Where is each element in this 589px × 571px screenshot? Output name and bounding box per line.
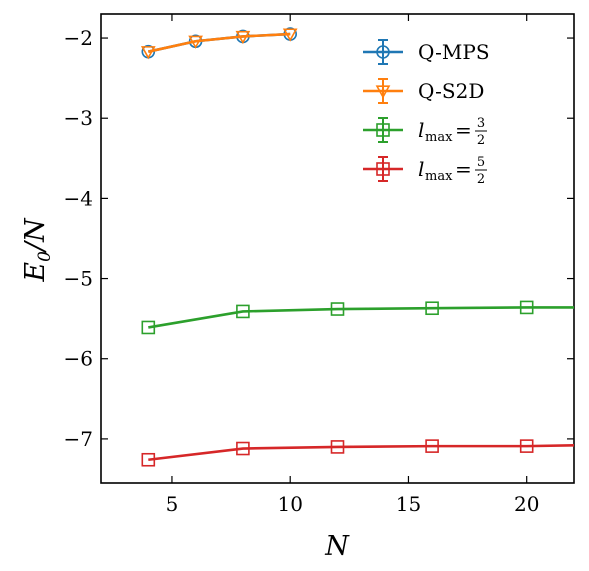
- data-point: [425, 301, 439, 316]
- data-point: [519, 439, 534, 453]
- y-tick-label: −2: [64, 26, 93, 50]
- data-point: [188, 35, 203, 49]
- series-0: [141, 27, 298, 59]
- x-axis-label: N: [324, 531, 350, 562]
- x-tick-label: 20: [514, 492, 539, 516]
- y-tick-label: −3: [64, 106, 93, 130]
- legend-frac-num: 3: [477, 116, 485, 131]
- data-point: [236, 441, 250, 456]
- series-layer: [140, 27, 574, 467]
- series-line: [148, 32, 291, 53]
- data-point: [235, 30, 251, 45]
- legend-label-main: l: [418, 118, 424, 142]
- legend-label-main: l: [418, 157, 424, 181]
- y-axis-label: E0/N: [20, 217, 55, 283]
- y-tick-label: −4: [64, 186, 93, 210]
- legend-frac-num: 5: [477, 155, 485, 170]
- data-point: [140, 46, 156, 60]
- series-3: [141, 439, 574, 467]
- y-axis-label-sub: 0: [35, 251, 55, 262]
- legend-label: Q-MPS: [418, 40, 490, 64]
- axis-ticks: 5 10 15 20 −2 −3 −4 −5 −6 −7: [64, 14, 574, 516]
- legend-entry: l max = 3 2: [363, 116, 487, 148]
- legend-label-sub: max: [425, 130, 453, 145]
- y-tick-label: −5: [64, 267, 93, 291]
- legend-label-eq: =: [455, 118, 472, 142]
- data-point: [519, 300, 534, 315]
- legend-label: Q-S2D: [418, 79, 484, 103]
- series-line: [148, 306, 574, 329]
- plot-frame: [100, 13, 575, 484]
- y-axis-label-rest: /N: [20, 217, 51, 254]
- data-point: [330, 302, 345, 316]
- y-axis-label-main: E: [20, 262, 51, 283]
- legend-marker: [376, 123, 390, 137]
- y-tick-label: −6: [64, 347, 93, 371]
- series-line: [148, 32, 291, 53]
- data-point: [330, 440, 345, 454]
- legend-entry: Q-S2D: [363, 78, 484, 104]
- x-tick-label: 10: [277, 492, 302, 516]
- legend-entry: Q-MPS: [363, 39, 490, 65]
- legend-entry: l max = 5 2: [363, 155, 487, 187]
- series-2: [141, 300, 574, 335]
- y-tick-label: −7: [64, 427, 93, 451]
- data-point: [141, 320, 156, 335]
- legend-frac-den: 2: [477, 133, 485, 148]
- legend-label-eq: =: [455, 157, 472, 181]
- legend-marker: [375, 85, 391, 99]
- legend-label-sub: max: [425, 169, 453, 184]
- legend-marker: [376, 162, 390, 176]
- data-point: [425, 439, 439, 453]
- series-1: [140, 28, 298, 60]
- legend-frac-den: 2: [477, 172, 485, 187]
- x-tick-label: 15: [396, 492, 421, 516]
- data-point: [282, 28, 298, 42]
- series-line: [148, 444, 574, 462]
- data-point: [236, 304, 250, 319]
- data-point: [141, 452, 156, 467]
- svg-text:E0/N: E0/N: [20, 217, 55, 283]
- x-tick-label: 5: [166, 492, 179, 516]
- legend-marker: [376, 45, 390, 59]
